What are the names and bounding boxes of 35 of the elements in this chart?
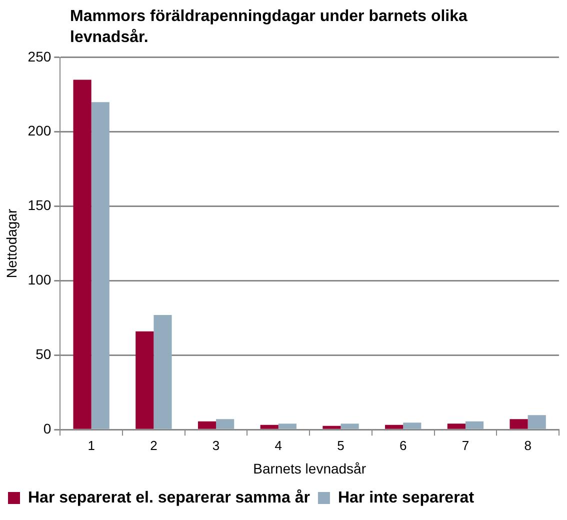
bar (403, 422, 422, 429)
x-tick-label: 5 (337, 438, 344, 453)
y-tick-label: 100 (28, 272, 52, 288)
x-tick-label: 2 (150, 438, 158, 453)
x-tick-label: 3 (212, 438, 220, 453)
bar (216, 419, 234, 429)
bar (91, 102, 110, 429)
bar (510, 419, 528, 429)
bar (322, 426, 341, 429)
x-axis-title: Barnets levnadsår (253, 460, 366, 476)
bar (260, 424, 278, 429)
bar (73, 80, 92, 429)
legend-label: Har inte separerat (338, 489, 475, 506)
y-tick-label: 250 (28, 48, 52, 64)
x-tick-label: 6 (399, 438, 407, 453)
x-tick-label: 8 (524, 438, 532, 453)
bar (198, 421, 216, 429)
y-tick-label: 50 (36, 346, 52, 362)
bar (528, 415, 546, 429)
y-tick-label: 150 (28, 197, 52, 214)
legend-label: Har separerat el. separerar samma år (28, 488, 310, 506)
x-tick-label: 4 (274, 438, 282, 453)
bar (278, 424, 296, 429)
bar (385, 424, 404, 429)
bar (465, 421, 484, 429)
bar (447, 424, 466, 429)
bar (340, 424, 359, 429)
y-axis-title: Nettodagar (3, 208, 20, 278)
bar (154, 314, 172, 429)
x-tick-label: 1 (88, 438, 95, 453)
chart-title: Mammors föräldrapenningdagar under barnets olika levnadsår. (70, 7, 468, 48)
bar (136, 331, 154, 429)
y-tick-label: 200 (28, 122, 52, 139)
x-tick-label: 7 (462, 438, 470, 453)
y-tick-label: 0 (43, 420, 52, 436)
